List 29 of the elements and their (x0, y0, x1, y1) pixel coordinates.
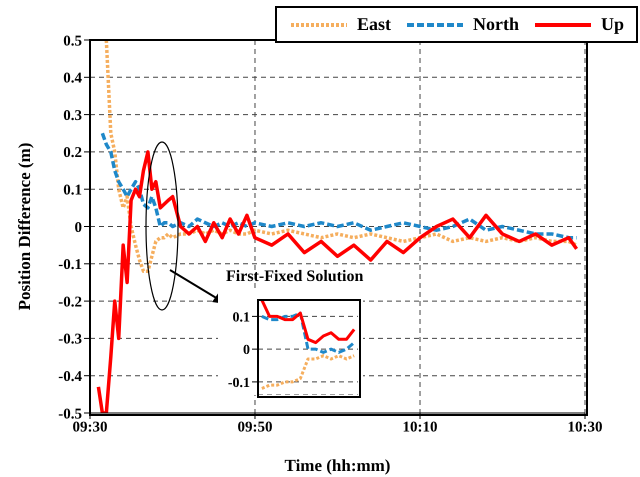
x-tick-label: 10:10 (402, 420, 438, 436)
y-tick-label: -0.1 (58, 257, 82, 274)
x-tick-label: 09:50 (237, 420, 272, 436)
line-series (100, 132, 578, 240)
y-tick-label: 0.5 (63, 33, 82, 50)
line-series (260, 300, 356, 344)
line-series (260, 312, 356, 354)
legend-label: North (472, 14, 519, 35)
y-tick-label: 0.1 (232, 310, 250, 326)
y-tick-label: 0.4 (63, 70, 82, 87)
x-tick-label: 10:30 (568, 420, 602, 436)
y-tick-label: 0.3 (63, 108, 82, 124)
y-tick-label: -0.4 (58, 369, 82, 386)
y-tick-label: -0.1 (228, 376, 250, 391)
y-tick-label: 0 (74, 220, 82, 236)
y-tick-label: 0 (243, 343, 250, 358)
line-series (260, 354, 356, 390)
x-axis-title: Time (hh:mm) (284, 456, 390, 475)
y-tick-label: 0.1 (63, 182, 82, 199)
y-tick-label: -0.5 (58, 406, 82, 422)
y-tick-label: -0.3 (58, 332, 82, 348)
x-tick-label: 09:30 (72, 420, 108, 436)
legend-label: East (356, 14, 391, 35)
annotation: First-Fixed Solution (226, 268, 364, 286)
y-axis-title: Position Difference (m) (15, 142, 34, 310)
y-tick-label: -0.2 (58, 294, 82, 310)
y-tick-label: 0.2 (63, 145, 82, 162)
line-series (96, 150, 578, 413)
legend-label: Up (600, 14, 624, 35)
